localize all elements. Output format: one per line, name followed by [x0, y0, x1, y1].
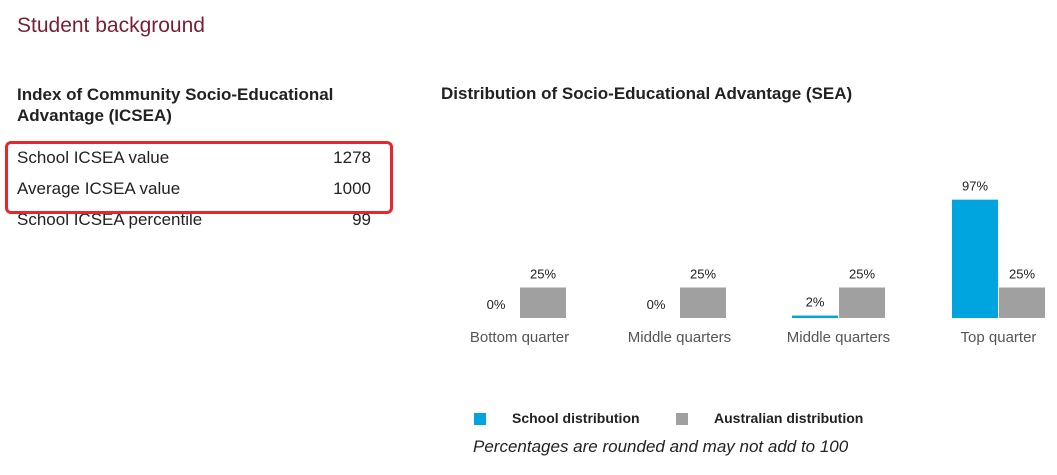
icsea-row-percentile: School ICSEA percentile 99	[17, 210, 371, 234]
icsea-row-school-value: School ICSEA value 1278	[17, 148, 371, 172]
legend-label: Australian distribution	[714, 410, 864, 426]
legend-label: School distribution	[512, 410, 640, 426]
data-label: 25%	[690, 267, 716, 282]
category-label: Middle quarters	[787, 329, 890, 346]
data-label: 2%	[806, 295, 825, 310]
bar-school	[792, 315, 838, 318]
data-label: 25%	[1009, 267, 1035, 282]
data-label: 25%	[849, 267, 875, 282]
bar-australian	[999, 287, 1045, 318]
legend-swatch-school	[474, 413, 486, 425]
legend-swatch-australian	[676, 413, 688, 425]
bar-australian	[839, 287, 885, 318]
stat-value: 99	[352, 210, 371, 229]
bar-australian	[680, 287, 726, 318]
sea-bar-chart: 0% 25% Bottom quarter 0% 25% Middle quarters 2…	[470, 179, 1045, 346]
data-label: 0%	[487, 297, 506, 312]
stat-value: 1278	[333, 148, 371, 167]
category-label: Middle quarters	[628, 329, 731, 346]
stat-label: Average ICSEA value	[17, 179, 181, 198]
data-label: 25%	[530, 267, 556, 282]
section-title: Student background	[17, 14, 205, 37]
rounding-note: Percentages are rounded and may not add …	[473, 437, 849, 456]
category-label: Bottom quarter	[470, 329, 569, 346]
data-label: 97%	[962, 179, 988, 194]
bar-australian	[520, 287, 566, 318]
sea-heading: Distribution of Socio-Educational Advant…	[441, 84, 853, 103]
data-label: 0%	[647, 297, 666, 312]
bar-school	[952, 199, 998, 318]
stat-label: School ICSEA value	[17, 148, 170, 167]
stat-value: 1000	[333, 179, 371, 198]
icsea-heading: Index of Community Socio-Educational Adv…	[17, 85, 334, 125]
stat-label: School ICSEA percentile	[17, 210, 203, 229]
category-label: Top quarter	[961, 329, 1037, 346]
icsea-row-average-value: Average ICSEA value 1000	[17, 179, 371, 203]
